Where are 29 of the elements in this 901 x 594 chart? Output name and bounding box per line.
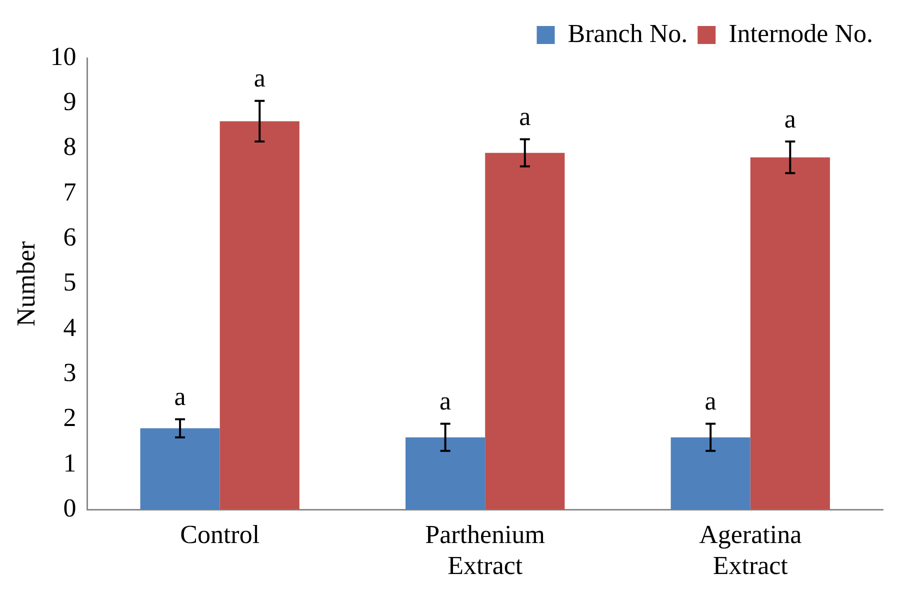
y-tick-label: 7 [63,177,76,206]
y-tick-label: 10 [50,42,76,71]
y-tick-label: 4 [63,312,76,342]
y-tick-label: 0 [63,493,76,522]
legend-label: Branch No. [568,18,688,48]
annotation: a [519,102,532,132]
annotation: a [440,386,452,416]
y-tick-label: 3 [63,358,76,387]
y-axis-title: Number [11,240,40,326]
y-tick-label: 6 [63,222,76,252]
x-tick-label: Control [180,520,260,550]
annotation: a [784,104,796,134]
bar [220,121,300,510]
annotation: a [254,64,266,93]
bar [670,437,750,510]
x-tick-label: Parthenium Extract [425,520,546,580]
y-tick-label: 5 [63,268,76,297]
annotation: a [174,382,186,412]
y-tick-label: 2 [63,403,76,432]
bar [750,157,830,510]
bar [485,152,565,510]
y-tick-label: 8 [63,132,76,162]
y-tick-label: 1 [63,448,76,478]
x-tick-label: Ageratina Extract [699,520,802,580]
annotation: a [704,386,717,416]
bar [406,437,486,510]
y-tick-label: 9 [63,86,76,116]
legend-label: Internode No. [728,18,874,48]
bar [140,428,220,510]
